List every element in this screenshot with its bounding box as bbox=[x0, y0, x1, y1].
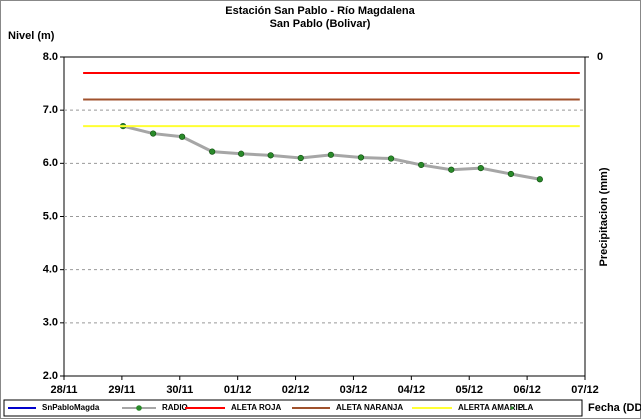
data-point bbox=[297, 154, 304, 162]
data-point bbox=[267, 152, 274, 159]
legend-label: ALETA NARANJA bbox=[336, 403, 403, 412]
data-point bbox=[357, 154, 365, 161]
y-tick-label: 4.0 bbox=[43, 264, 58, 276]
y-tick-label: 6.0 bbox=[43, 157, 58, 169]
x-axis-label: Fecha (DD/MM) bbox=[588, 402, 641, 414]
x-tick-label: 04/12 bbox=[398, 384, 426, 396]
x-tick-label: 29/11 bbox=[108, 384, 135, 396]
data-point bbox=[387, 155, 395, 162]
x-tick-label: 01/12 bbox=[224, 384, 252, 396]
legend-label: ALETA ROJA bbox=[231, 403, 281, 412]
legend-marker bbox=[136, 405, 142, 411]
legend-marker bbox=[510, 406, 514, 410]
y-tick-label: 3.0 bbox=[43, 317, 58, 329]
x-tick-label: 30/11 bbox=[166, 384, 193, 396]
x-tick-label: 05/12 bbox=[455, 384, 483, 396]
x-tick-label: 06/12 bbox=[513, 384, 541, 396]
y2-tick-label: 0 bbox=[597, 51, 603, 63]
y-axis-label: Nivel (m) bbox=[8, 30, 55, 42]
legend-label: RADIO bbox=[162, 403, 188, 412]
x-tick-label: 28/11 bbox=[51, 384, 78, 396]
chart-subtitle: San Pablo (Bolivar) bbox=[270, 18, 371, 30]
chart-title: Estación San Pablo - Río Magdalena bbox=[225, 5, 415, 17]
data-point bbox=[536, 176, 543, 183]
data-point bbox=[238, 150, 245, 157]
y-tick-label: 5.0 bbox=[43, 210, 58, 222]
y-tick-label: 2.0 bbox=[43, 370, 58, 382]
data-point bbox=[418, 161, 425, 169]
y-tick-label: 7.0 bbox=[43, 104, 58, 116]
y2-axis-label: Precipitacion (mm) bbox=[598, 167, 610, 266]
x-tick-label: 03/12 bbox=[340, 384, 368, 396]
legend-label: P bbox=[518, 403, 524, 412]
legend-label: SnPabloMagda bbox=[42, 403, 100, 412]
data-point bbox=[327, 151, 334, 158]
data-point bbox=[477, 165, 484, 172]
data-point bbox=[507, 170, 515, 178]
data-point bbox=[448, 166, 455, 173]
data-point bbox=[209, 148, 216, 155]
x-tick-label: 07/12 bbox=[571, 384, 599, 396]
legend-label: ALERTA AMARILLA bbox=[458, 403, 533, 412]
y-tick-label: 8.0 bbox=[43, 51, 58, 63]
x-tick-label: 02/12 bbox=[282, 384, 310, 396]
data-point bbox=[178, 133, 186, 140]
data-point bbox=[150, 130, 157, 137]
